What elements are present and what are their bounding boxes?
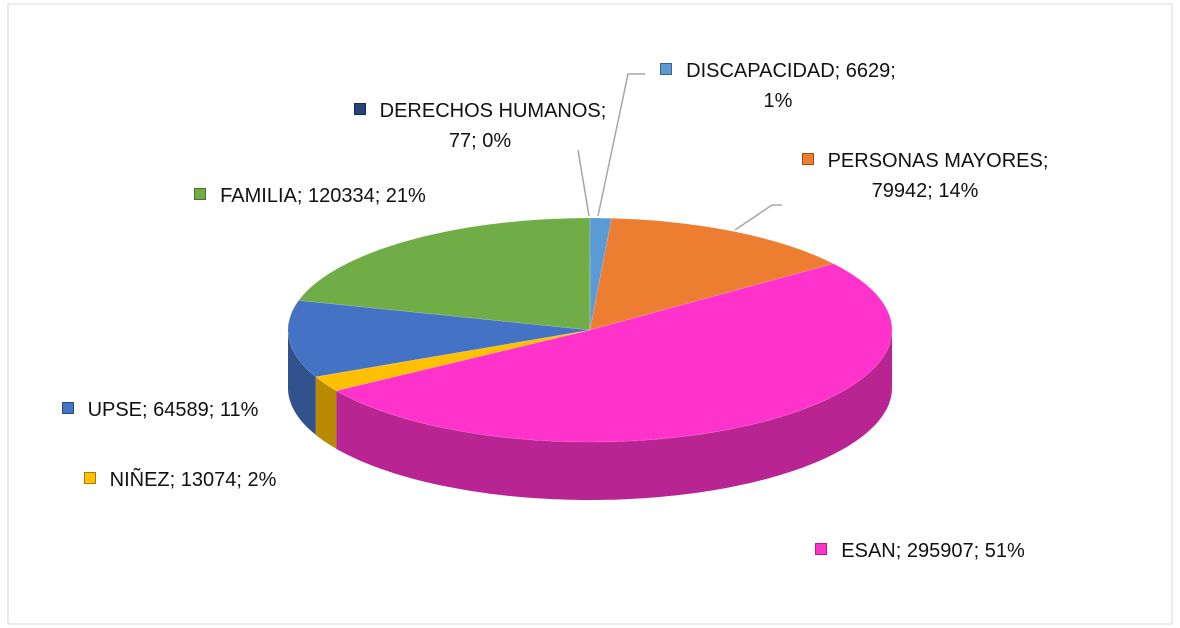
leader-line — [597, 73, 645, 217]
legend-key — [815, 543, 828, 555]
label-text: DISCAPACIDAD; 6629; 1% — [686, 60, 896, 112]
legend-key — [61, 402, 74, 414]
pie-slice — [287, 300, 591, 378]
pie-slice — [335, 263, 893, 443]
chart-border — [7, 3, 1173, 625]
pie-slice-side — [288, 330, 316, 435]
data-label: PERSONAS MAYORES; 79942; 14% — [790, 146, 1060, 206]
legend-key — [801, 153, 814, 165]
data-label: FAMILIA; 120334; 21% — [190, 181, 430, 211]
leader-line — [577, 149, 590, 217]
label-text: NIÑEZ; 13074; 2% — [109, 469, 277, 491]
pie-slice — [315, 329, 591, 391]
data-label: ESAN; 295907; 51% — [795, 536, 1045, 566]
data-label: NIÑEZ; 13074; 2% — [55, 465, 305, 495]
pie-slice-side — [315, 376, 337, 449]
label-text: UPSE; 64589; 11% — [87, 399, 259, 421]
label-text: ESAN; 295907; 51% — [841, 540, 1025, 562]
label-text: FAMILIA; 120334; 21% — [220, 185, 426, 207]
legend-key — [194, 188, 207, 200]
pie-slice — [589, 218, 834, 331]
data-label: UPSE; 64589; 11% — [35, 395, 285, 425]
label-text: PERSONAS MAYORES; 79942; 14% — [827, 150, 1049, 202]
label-text: DERECHOS HUMANOS; 77; 0% — [379, 100, 607, 152]
pie-slice-side — [336, 330, 892, 500]
legend-key — [83, 472, 96, 484]
leader-line — [734, 204, 782, 231]
legend-key — [353, 103, 366, 115]
legend-key — [660, 63, 673, 75]
data-label: DISCAPACIDAD; 6629; 1% — [648, 56, 908, 116]
data-label: DERECHOS HUMANOS; 77; 0% — [350, 96, 610, 156]
pie-slice — [298, 217, 591, 331]
